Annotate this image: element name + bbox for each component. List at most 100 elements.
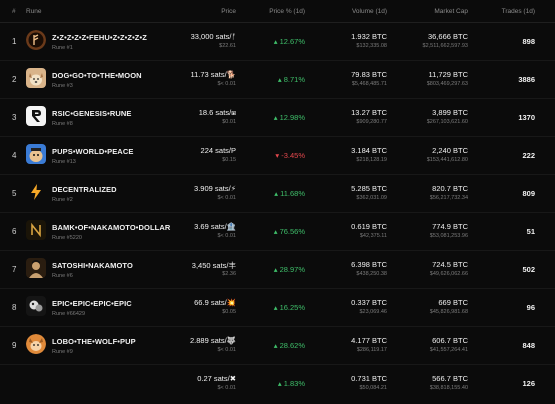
- volume-usd: $50,084.21: [359, 385, 387, 391]
- price-change: ▴ 1.83%: [277, 379, 305, 388]
- trades-count: 898: [522, 37, 535, 46]
- header-num: #: [12, 8, 16, 15]
- price-change-value: 28.62%: [279, 341, 305, 350]
- market-cap-btc: 2,240 BTC: [432, 146, 468, 155]
- rune-number: Rune #1: [52, 45, 73, 51]
- market-cap-btc: 11,729 BTC: [428, 70, 468, 79]
- trades-count: 96: [526, 303, 535, 312]
- volume-btc: 4.177 BTC: [351, 336, 387, 345]
- row-rank: 5: [12, 189, 17, 198]
- table-row[interactable]: 9 LOBO•THE•WOLF•PUP Rune #9 2.889 sats/🐺…: [0, 326, 555, 365]
- price-change-value: 11.68%: [280, 189, 305, 198]
- rune-number: Rune #8: [52, 121, 73, 127]
- trades-count: 51: [526, 227, 535, 236]
- price-change-value: 16.25%: [279, 303, 305, 312]
- rune-number: Rune #6: [52, 273, 73, 279]
- market-cap-usd: $38,818,155.40: [429, 385, 468, 391]
- price-sats: 66.9 sats/💥: [194, 298, 236, 307]
- rune-name[interactable]: LOBO•THE•WOLF•PUP: [52, 337, 136, 346]
- price-usd: $0.05: [222, 309, 236, 315]
- market-cap-usd: $803,469,297.63: [426, 81, 468, 87]
- table-row[interactable]: 4 PUPS•WORLD•PEACE Rune #13 224 sats/P $…: [0, 136, 555, 175]
- price-sats: 33,000 sats/ᚠ: [190, 32, 236, 41]
- header-price-pct[interactable]: Price % (1d): [269, 8, 305, 15]
- trades-count: 809: [522, 189, 535, 198]
- rune-name[interactable]: DOG•GO•TO•THE•MOON: [52, 71, 142, 80]
- market-cap-usd: $2,511,662,597.93: [422, 43, 468, 49]
- price-sats: 0.27 sats/✖: [197, 374, 236, 383]
- table-row[interactable]: 2 DOG•GO•TO•THE•MOON Rune #3 11.73 sats/…: [0, 60, 555, 99]
- table-row[interactable]: 0.27 sats/✖ $< 0.01 ▴ 1.83% 0.731 BTC $5…: [0, 364, 555, 402]
- market-cap-btc: 606.7 BTC: [432, 336, 468, 345]
- table-row[interactable]: 6 BAMK•OF•NAKAMOTO•DOLLAR Rune #5220 3.6…: [0, 212, 555, 251]
- market-cap-btc: 3,899 BTC: [432, 108, 468, 117]
- volume-btc: 0.619 BTC: [351, 222, 387, 231]
- market-cap-usd: $153,441,612.80: [426, 157, 468, 163]
- bamk-icon: [26, 220, 46, 240]
- header-rune[interactable]: Rune: [26, 8, 42, 15]
- row-rank: 7: [12, 265, 17, 274]
- rune-name[interactable]: EPIC•EPIC•EPIC•EPIC: [52, 299, 132, 308]
- header-volume[interactable]: Volume (1d): [351, 8, 387, 15]
- price-usd: $< 0.01: [217, 81, 236, 87]
- table-row[interactable]: 3 RSIC•GENESIS•RUNE Rune #8 18.6 sats/⧆ …: [0, 98, 555, 137]
- price-change-value: 28.97%: [279, 265, 305, 274]
- rune-number: Rune #13: [52, 159, 76, 165]
- volume-btc: 3.184 BTC: [351, 146, 387, 155]
- volume-btc: 0.337 BTC: [351, 298, 387, 307]
- price-change: ▴ 16.25%: [273, 303, 305, 312]
- rune-name[interactable]: DECENTRALIZED: [52, 185, 117, 194]
- table-row[interactable]: 1 Z•Z•Z•Z•Z•FEHU•Z•Z•Z•Z•Z Rune #1 33,00…: [0, 22, 555, 61]
- volume-btc: 79.83 BTC: [351, 70, 387, 79]
- price-sats: 2.889 sats/🐺: [189, 336, 236, 345]
- rune-name[interactable]: PUPS•WORLD•PEACE: [52, 147, 134, 156]
- rune-number: Rune #9: [52, 349, 73, 355]
- volume-usd: $23,069.46: [359, 309, 387, 315]
- row-rank: 8: [12, 303, 17, 312]
- price-change: ▴ 11.68%: [274, 189, 305, 198]
- rune-number: Rune #5220: [52, 235, 82, 241]
- table-row[interactable]: 5 DECENTRALIZED Rune #2 3.909 sats/⚡ $< …: [0, 174, 555, 213]
- table-row[interactable]: 7 SATOSHI•NAKAMOTO Rune #6 3,450 sats/丰 …: [0, 250, 555, 289]
- price-change-value: 1.83%: [283, 379, 305, 388]
- trades-count: 502: [522, 265, 535, 274]
- price-sats: 11.73 sats/🐕: [190, 70, 236, 79]
- price-usd: $22.61: [219, 43, 236, 49]
- trades-count: 1370: [518, 113, 535, 122]
- table-header: # Rune Price Price % (1d) Volume (1d) Ma…: [0, 0, 555, 23]
- market-cap-usd: $267,103,621.60: [426, 119, 468, 125]
- price-change-value: 12.98%: [279, 113, 305, 122]
- price-sats: 3.909 sats/⚡: [194, 184, 236, 193]
- row-rank: 9: [12, 341, 17, 350]
- row-rank: 3: [12, 113, 17, 122]
- price-usd: $< 0.01: [217, 385, 236, 391]
- fehu-rune-icon: [26, 30, 46, 50]
- price-usd: $2.36: [222, 271, 236, 277]
- rune-name[interactable]: SATOSHI•NAKAMOTO: [52, 261, 133, 270]
- volume-usd: $909,280.77: [356, 119, 387, 125]
- price-change: ▴ 28.97%: [273, 265, 305, 274]
- market-cap-btc: 774.9 BTC: [432, 222, 468, 231]
- header-market-cap[interactable]: Market Cap: [434, 8, 468, 15]
- trades-count: 3886: [518, 75, 535, 84]
- trades-count: 126: [522, 379, 535, 388]
- price-usd: $< 0.01: [217, 347, 236, 353]
- price-change: ▴ 12.98%: [273, 113, 305, 122]
- rune-name[interactable]: Z•Z•Z•Z•Z•FEHU•Z•Z•Z•Z•Z: [52, 33, 147, 42]
- rune-name[interactable]: RSIC•GENESIS•RUNE: [52, 109, 132, 118]
- price-change: ▴ 12.67%: [273, 37, 305, 46]
- row-rank: 2: [12, 75, 17, 84]
- volume-usd: $218,128.19: [356, 157, 387, 163]
- market-cap-btc: 724.5 BTC: [432, 260, 468, 269]
- market-cap-usd: $49,626,062.66: [429, 271, 468, 277]
- header-price[interactable]: Price: [221, 8, 236, 15]
- market-cap-btc: 36,666 BTC: [427, 32, 468, 41]
- header-trades[interactable]: Trades (1d): [501, 8, 535, 15]
- table-row[interactable]: 8 EPIC•EPIC•EPIC•EPIC Rune #66429 66.9 s…: [0, 288, 555, 327]
- rune-name[interactable]: BAMK•OF•NAKAMOTO•DOLLAR: [52, 223, 171, 232]
- price-change-value: 12.67%: [279, 37, 305, 46]
- trades-count: 848: [522, 341, 535, 350]
- volume-btc: 6.398 BTC: [351, 260, 387, 269]
- pups-icon: [26, 144, 46, 164]
